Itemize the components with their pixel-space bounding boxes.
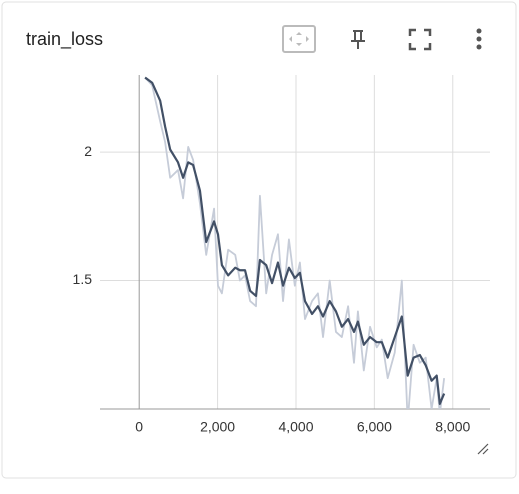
more-button[interactable] [476, 28, 482, 50]
series-line [144, 76, 446, 405]
y-tick-label: 1.5 [73, 271, 93, 287]
x-tick-label: 2,000 [200, 419, 235, 435]
x-tick-label: 6,000 [357, 419, 392, 435]
x-tick-label: 8,000 [435, 419, 470, 435]
plot-area: 1.5 2 0 2,000 4,000 6,000 8,000 [73, 75, 490, 435]
chart-title: train_loss [26, 29, 103, 50]
y-tick-label: 2 [84, 143, 92, 159]
pin-button[interactable] [351, 30, 365, 49]
fit-domain-button[interactable] [282, 25, 316, 53]
x-tick-label: 4,000 [278, 419, 313, 435]
x-tick-label: 0 [135, 419, 143, 435]
series-group [144, 76, 446, 409]
resize-handle[interactable] [477, 443, 489, 455]
fullscreen-button[interactable] [408, 28, 432, 51]
